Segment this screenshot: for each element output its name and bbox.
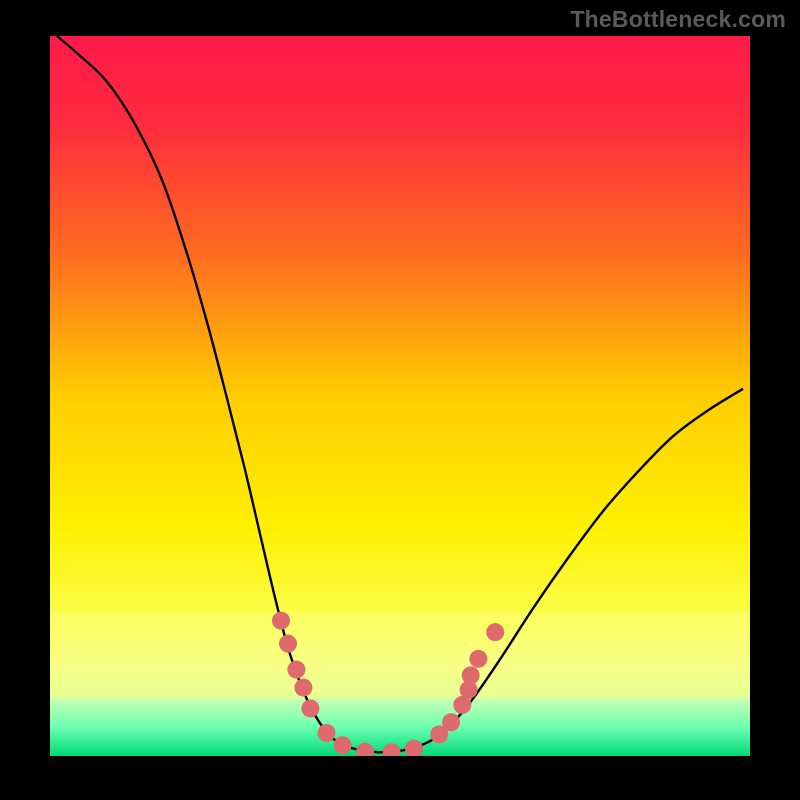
data-marker bbox=[486, 623, 504, 641]
data-marker bbox=[318, 724, 336, 742]
data-marker bbox=[301, 699, 319, 717]
data-marker bbox=[287, 661, 305, 679]
data-marker bbox=[334, 736, 352, 754]
data-marker bbox=[405, 740, 423, 758]
data-marker bbox=[462, 666, 480, 684]
data-marker bbox=[294, 679, 312, 697]
data-marker bbox=[469, 650, 487, 668]
data-marker bbox=[442, 713, 460, 731]
data-marker bbox=[272, 612, 290, 630]
data-marker bbox=[279, 635, 297, 653]
pale-band-overlay bbox=[50, 612, 750, 698]
watermark-text: TheBottleneck.com bbox=[570, 6, 786, 33]
